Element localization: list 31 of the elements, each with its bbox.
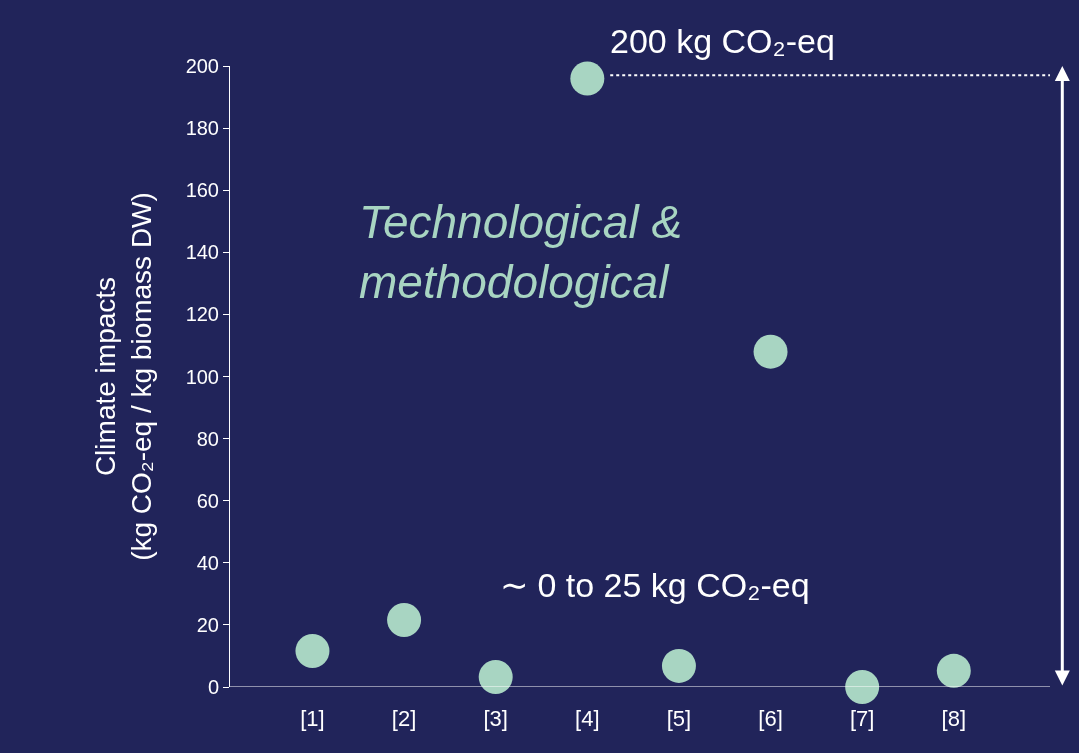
y-tick-label: 20 xyxy=(196,613,219,636)
x-tick-label: [6] xyxy=(758,706,783,731)
x-tick-label: [4] xyxy=(575,706,600,731)
x-tick-label: [7] xyxy=(849,706,875,731)
point xyxy=(570,61,605,96)
x-tick-label: [5] xyxy=(666,706,692,731)
y-tick-label: 100 xyxy=(185,365,219,388)
x-tick-label: [1] xyxy=(300,706,325,731)
point xyxy=(753,334,788,369)
annotation: ∼ 0 to 25 kg CO₂-eq xyxy=(500,566,810,604)
point xyxy=(661,648,696,683)
point xyxy=(845,670,880,704)
text: 200 kg CO₂-eq xyxy=(610,22,835,60)
annotation: Technological & methodological xyxy=(359,196,683,308)
x-tick-label: [3] xyxy=(483,706,508,731)
y-tick-label: 40 xyxy=(196,551,219,574)
y-tick-label: 160 xyxy=(185,179,219,202)
x-tick-label: [2] xyxy=(391,706,417,731)
x-tick-label: [8] xyxy=(941,706,967,731)
point xyxy=(936,653,971,688)
point xyxy=(295,633,330,668)
y-tick-label: 120 xyxy=(185,303,219,326)
y-axis-title: Climate impacts (kg CO₂-eq / kg biomass DW) xyxy=(89,192,158,561)
point xyxy=(478,660,513,695)
y-tick-label: 200 xyxy=(185,55,219,77)
y-tick-label: 0 xyxy=(207,676,219,698)
point xyxy=(387,602,422,637)
y-tick-label: 140 xyxy=(185,241,219,264)
y-tick-label: 60 xyxy=(196,489,219,512)
y-tick-label: 180 xyxy=(185,117,219,140)
y-tick-label: 80 xyxy=(196,427,219,450)
